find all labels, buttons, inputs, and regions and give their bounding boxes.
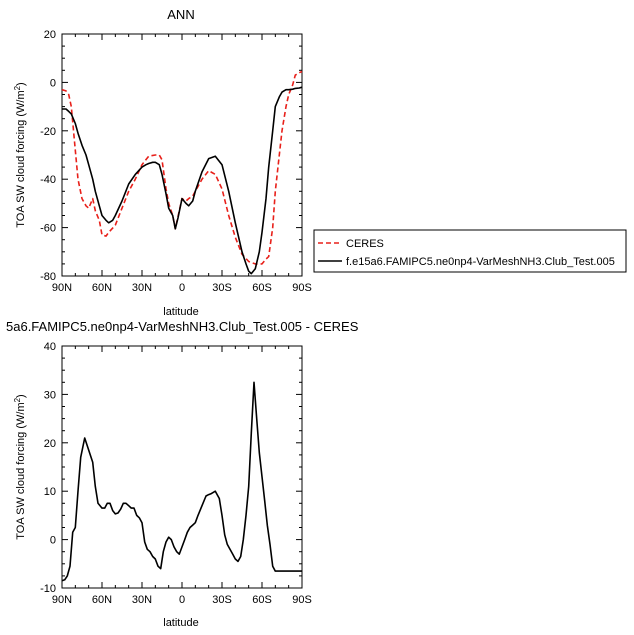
y-tick-label: 20 bbox=[44, 29, 56, 41]
x-axis-top: 90N 60N 30N 0 30S 60S 90S bbox=[52, 34, 312, 294]
y-tick-label: -80 bbox=[40, 271, 56, 283]
y-axis-label-bottom-end: ) bbox=[15, 394, 27, 398]
y-tick-label: -20 bbox=[40, 126, 56, 138]
y-tick-label: 40 bbox=[44, 341, 56, 353]
y-axis-label-top-end: ) bbox=[15, 82, 27, 86]
x-axis-bottom: 90N 60N 30N 0 30S 60S 90S bbox=[52, 346, 312, 606]
y-tick-label: -60 bbox=[40, 223, 56, 235]
y-axis-label-top-main: TOA SW cloud forcing (W/m bbox=[15, 90, 27, 227]
y-axis-label-top: TOA SW cloud forcing (W/m2) bbox=[13, 82, 28, 227]
x-tick-label: 0 bbox=[179, 282, 185, 294]
y-tick-label: 0 bbox=[50, 535, 56, 547]
legend-label-ceres: CERES bbox=[346, 238, 384, 250]
series-line-1-0 bbox=[61, 381, 302, 582]
y-axis-label-bottom-sup: 2 bbox=[13, 397, 22, 402]
y-axis-label-top-sup: 2 bbox=[13, 85, 22, 90]
series-lines-bottom bbox=[61, 381, 302, 582]
x-tick-label: 30S bbox=[212, 594, 232, 606]
y-tick-label: 20 bbox=[44, 438, 56, 450]
x-tick-label: 90N bbox=[52, 282, 72, 294]
series-lines-top bbox=[61, 70, 303, 275]
x-tick-label: 30N bbox=[132, 594, 152, 606]
x-tick-label: 60N bbox=[92, 282, 112, 294]
y-tick-label: 0 bbox=[50, 77, 56, 89]
x-tick-label: 90S bbox=[292, 594, 312, 606]
x-axis-label-top: latitude bbox=[163, 306, 198, 318]
x-tick-label: 90S bbox=[292, 282, 312, 294]
x-tick-label: 30N bbox=[132, 282, 152, 294]
y-axis-bottom: -10 0 10 20 30 40 bbox=[40, 341, 302, 595]
y-axis-label-bottom-main: TOA SW cloud forcing (W/m bbox=[15, 402, 27, 539]
y-tick-label: -40 bbox=[40, 174, 56, 186]
y-axis-top: -80 -60 -40 -20 0 20 bbox=[40, 29, 302, 283]
y-axis-label-bottom: TOA SW cloud forcing (W/m2) bbox=[13, 394, 28, 539]
chart-title-top: ANN bbox=[167, 7, 194, 22]
y-tick-label: 30 bbox=[44, 389, 56, 401]
x-tick-label: 30S bbox=[212, 282, 232, 294]
x-tick-label: 90N bbox=[52, 594, 72, 606]
x-tick-label: 60S bbox=[252, 282, 272, 294]
x-tick-label: 60N bbox=[92, 594, 112, 606]
y-tick-label: -10 bbox=[40, 583, 56, 595]
plot-frame-bottom bbox=[61, 345, 303, 589]
legend-box bbox=[313, 229, 627, 273]
series-line-0-0 bbox=[61, 70, 303, 265]
y-tick-label: 10 bbox=[44, 486, 56, 498]
x-axis-label-bottom: latitude bbox=[163, 617, 198, 629]
panel-bottom: 5a6.FAMIPC5.ne0np4-VarMeshNH3.Club_Test.… bbox=[6, 319, 359, 629]
chart-title-bottom: 5a6.FAMIPC5.ne0np4-VarMeshNH3.Club_Test.… bbox=[6, 319, 359, 334]
plot-frame-top bbox=[61, 33, 303, 277]
legend-label-model: f.e15a6.FAMIPC5.ne0np4-VarMeshNH3.Club_T… bbox=[346, 256, 615, 268]
legend: CERES f.e15a6.FAMIPC5.ne0np4-VarMeshNH3.… bbox=[313, 229, 627, 273]
x-tick-label: 0 bbox=[179, 594, 185, 606]
x-tick-label: 60S bbox=[252, 594, 272, 606]
series-line-0-1 bbox=[62, 86, 303, 275]
